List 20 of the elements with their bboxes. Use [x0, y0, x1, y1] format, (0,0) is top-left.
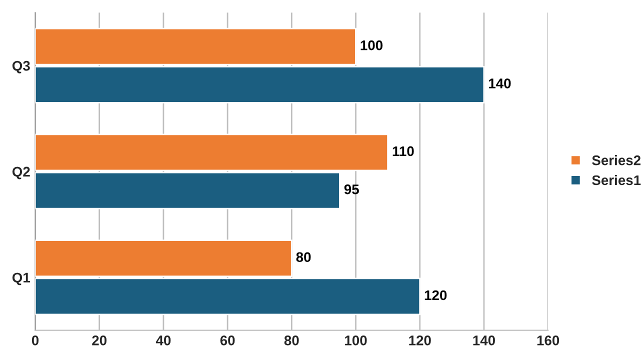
data-label: 120: [424, 290, 447, 300]
x-tick-label: 120: [409, 336, 431, 346]
y-tick-label: Q3: [12, 60, 30, 74]
x-tick-label: 140: [473, 336, 495, 346]
x-tick-label: 40: [156, 336, 171, 346]
data-label: 80: [296, 252, 311, 262]
x-tick-label: 60: [220, 336, 235, 346]
y-tick-label: Q1: [12, 272, 30, 286]
data-label: 140: [488, 78, 511, 88]
data-label: 110: [392, 146, 414, 156]
legend-label: Series1: [592, 174, 641, 186]
x-tick-label: 100: [345, 336, 367, 346]
data-label: 100: [360, 40, 383, 50]
x-tick-label: 160: [537, 336, 560, 346]
legend-label: Series2: [592, 155, 641, 166]
x-tick-label: 0: [32, 336, 39, 346]
data-label: 95: [344, 184, 359, 194]
x-tick-label: 20: [92, 336, 107, 346]
x-tick-label: 80: [284, 336, 299, 346]
y-tick-label: Q2: [12, 166, 30, 180]
